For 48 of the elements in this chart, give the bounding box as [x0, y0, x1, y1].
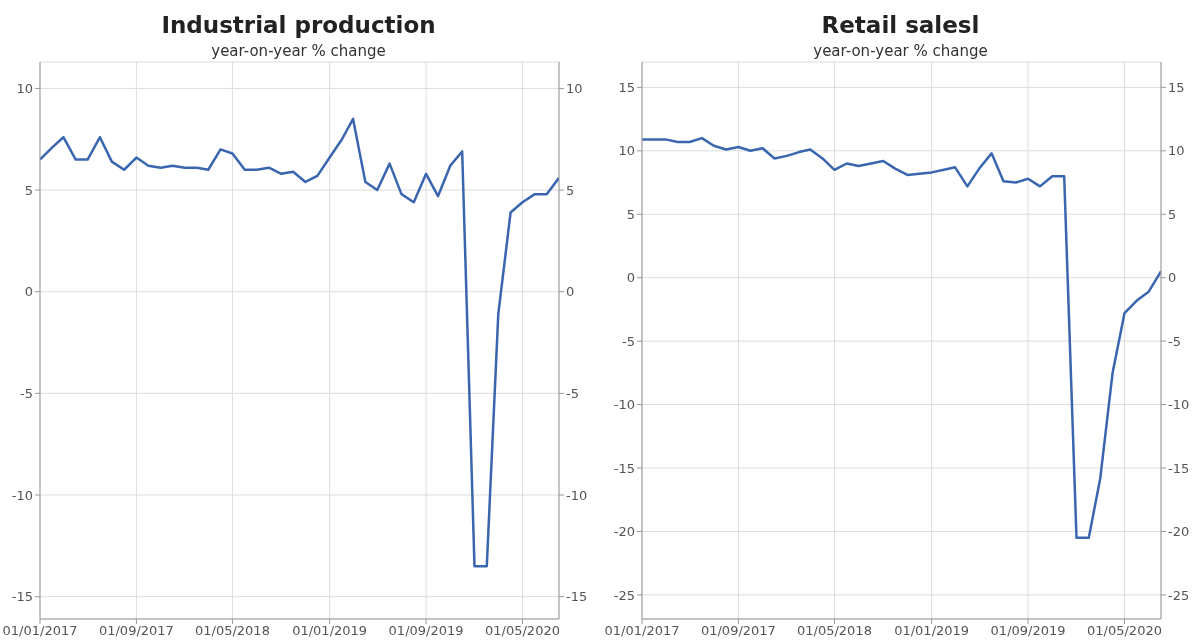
- y-tick-label: 10: [618, 143, 635, 159]
- y-tick-label: -5: [20, 385, 33, 401]
- y-tick-label: 0: [24, 284, 33, 300]
- y-tick-label: 5: [626, 206, 635, 222]
- x-tick-label: 01/05/2020: [485, 623, 560, 639]
- y2-tick-label: 10: [566, 81, 583, 97]
- y2-tick-label: -15: [1168, 460, 1190, 476]
- y2-tick-label: 15: [1168, 79, 1185, 95]
- line-series: [642, 136, 1161, 540]
- y2-tick-label: -15: [566, 589, 588, 605]
- x-tick-label: 01/01/2019: [292, 623, 368, 639]
- y2-tick-label: -25: [1168, 587, 1190, 603]
- y2-tick-label: -20: [1168, 524, 1190, 540]
- line-series: [40, 117, 559, 568]
- y-tick-label: 0: [626, 270, 635, 286]
- y-tick-label: -15: [11, 589, 33, 605]
- y2-tick-label: 10: [1168, 143, 1185, 159]
- y2-tick-label: -10: [566, 487, 588, 503]
- x-tick-label: 01/05/2020: [1087, 623, 1162, 639]
- chart-subtitle: year-on-year % change: [812, 42, 989, 60]
- y2-tick-label: -5: [1168, 333, 1181, 349]
- x-tick-label: 01/05/2018: [796, 623, 872, 639]
- chart-title: Retail salesl: [820, 12, 981, 38]
- y2-tick-label: 5: [566, 182, 575, 198]
- y-tick-label: 5: [24, 182, 33, 198]
- y-tick-label: 10: [16, 81, 33, 97]
- y-tick-label: -15: [613, 460, 635, 476]
- x-tick-label: 01/09/2017: [98, 623, 174, 639]
- y2-tick-label: -10: [1168, 397, 1190, 413]
- y-tick-label: -20: [613, 524, 635, 540]
- chart-title: Industrial production: [160, 12, 437, 38]
- x-tick-label: 01/01/2017: [604, 623, 680, 639]
- y-tick-label: -10: [11, 487, 33, 503]
- x-tick-label: 01/09/2019: [990, 623, 1066, 639]
- y2-tick-label: 0: [1168, 270, 1177, 286]
- x-tick-label: 01/09/2017: [700, 623, 776, 639]
- x-tick-label: 01/09/2019: [388, 623, 464, 639]
- x-tick-label: 01/01/2017: [2, 623, 78, 639]
- x-tick-label: 01/05/2018: [194, 623, 270, 639]
- x-tick-label: 01/01/2019: [894, 623, 970, 639]
- y2-tick-label: -5: [566, 385, 579, 401]
- y-tick-label: -5: [622, 333, 635, 349]
- y-tick-label: 15: [618, 79, 635, 95]
- y-tick-label: -10: [613, 397, 635, 413]
- y-tick-label: -25: [613, 587, 635, 603]
- chart-subtitle: year-on-year % change: [210, 42, 387, 60]
- y2-tick-label: 5: [1168, 206, 1177, 222]
- y2-tick-label: 0: [566, 284, 575, 300]
